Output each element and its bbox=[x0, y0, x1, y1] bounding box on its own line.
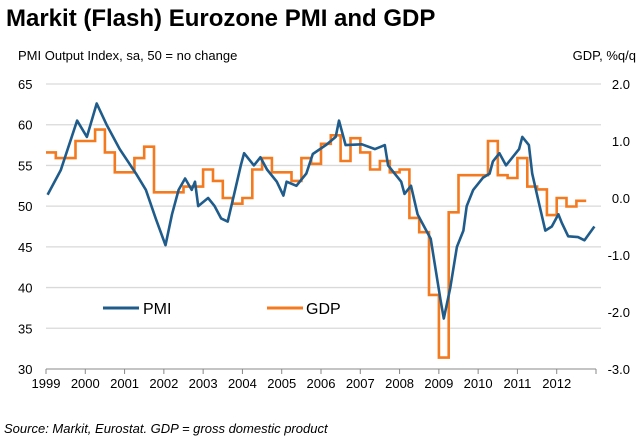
x-tick-label: 2005 bbox=[267, 376, 296, 391]
x-tick-label: 2009 bbox=[424, 376, 453, 391]
left-tick-label: 55 bbox=[18, 158, 32, 173]
right-tick-label: -3.0 bbox=[608, 362, 630, 377]
x-tick-label: 2007 bbox=[346, 376, 375, 391]
right-tick-label: 2.0 bbox=[612, 77, 630, 92]
series-pmi-line bbox=[46, 102, 596, 320]
x-axis: 1999 2000 2001 2002 2003 2004 2005 2006 2007 2008… bbox=[32, 368, 597, 391]
legend: PMI GDP bbox=[103, 301, 341, 318]
left-axis: 30 35 40 45 50 55 60 65 bbox=[18, 77, 32, 377]
x-tick-label: 2003 bbox=[189, 376, 218, 391]
x-tick-label: 2010 bbox=[464, 376, 493, 391]
right-axis-label: GDP, %q/q bbox=[573, 48, 636, 63]
chart-title: Markit (Flash) Eurozone PMI and GDP bbox=[6, 5, 435, 32]
x-tick-label: 2012 bbox=[542, 376, 571, 391]
legend-label-pmi: PMI bbox=[143, 301, 171, 318]
left-axis-label: PMI Output Index, sa, 50 = no change bbox=[18, 48, 237, 63]
left-tick-label: 65 bbox=[18, 77, 32, 92]
left-tick-label: 60 bbox=[18, 118, 32, 133]
right-tick-label: 1.0 bbox=[612, 134, 630, 149]
right-tick-label: 0.0 bbox=[612, 191, 630, 206]
x-tick-label: 2006 bbox=[307, 376, 336, 391]
x-tick-label: 1999 bbox=[32, 376, 61, 391]
left-tick-label: 40 bbox=[18, 281, 32, 296]
legend-label-gdp: GDP bbox=[306, 301, 341, 318]
right-tick-label: -1.0 bbox=[608, 248, 630, 263]
x-tick-label: 2004 bbox=[228, 376, 257, 391]
source-note: Source: Markit, Eurostat. GDP = gross do… bbox=[4, 421, 329, 436]
x-tick-label: 2011 bbox=[503, 376, 531, 391]
gridlines bbox=[46, 83, 601, 329]
x-tick-label: 2000 bbox=[71, 376, 100, 391]
series-gdp-line bbox=[46, 128, 587, 359]
left-tick-label: 50 bbox=[18, 199, 32, 214]
x-tick-label: 2002 bbox=[149, 376, 178, 391]
left-tick-label: 45 bbox=[18, 240, 32, 255]
left-tick-label: 35 bbox=[18, 321, 32, 336]
right-axis: -3.0 -2.0 -1.0 0.0 1.0 2.0 bbox=[608, 77, 630, 377]
x-tick-label: 2008 bbox=[385, 376, 414, 391]
right-tick-label: -2.0 bbox=[608, 305, 630, 320]
x-tick-label: 2001 bbox=[110, 376, 139, 391]
left-tick-label: 30 bbox=[18, 362, 32, 377]
